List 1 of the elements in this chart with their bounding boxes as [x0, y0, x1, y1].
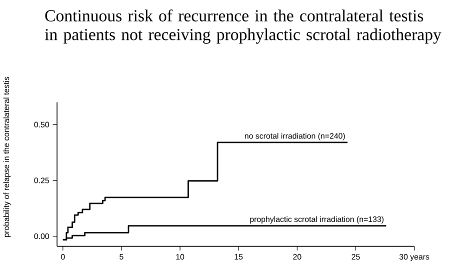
chart-title: Continuous risk of recurrence in the contralateral testis in patients not receiving prophylactic scrotal radiotherapy [44, 9, 442, 44]
